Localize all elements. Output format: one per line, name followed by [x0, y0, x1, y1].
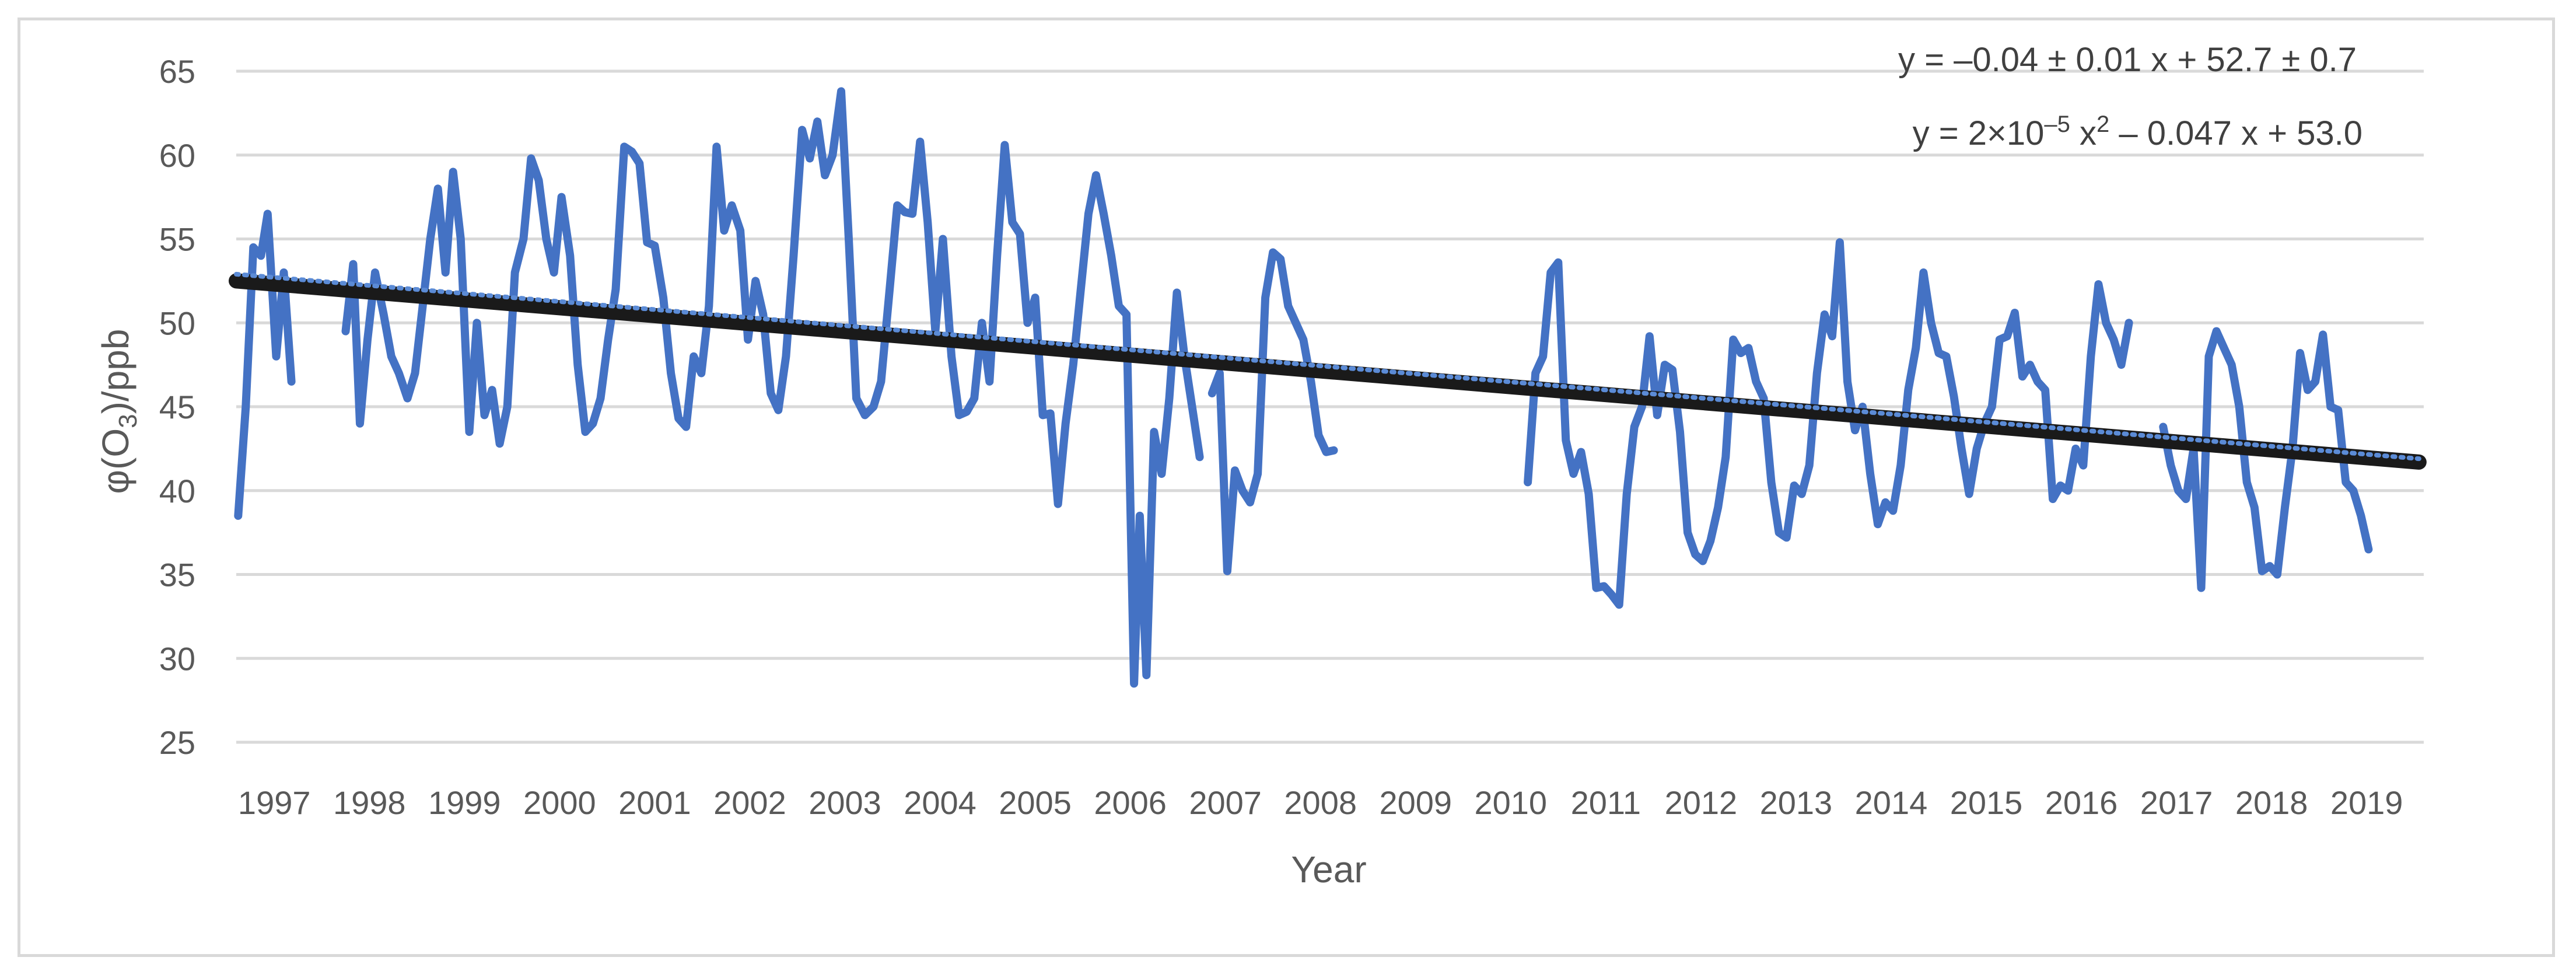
- x-tick-label: 2015: [1950, 784, 2023, 821]
- y-tick-label: 60: [159, 137, 195, 174]
- ozone-series-segment-4: [1524, 238, 2133, 609]
- x-tick-label: 2003: [808, 784, 881, 821]
- x-tick-label: 2013: [1760, 784, 1833, 821]
- series-layer: [234, 87, 2373, 688]
- trendline-layer: [229, 271, 2427, 470]
- ozone-series-segment-3: [1208, 248, 1338, 575]
- x-tick-label: 2010: [1474, 784, 1547, 821]
- y-tick-label: 65: [159, 53, 195, 90]
- x-axis-title: Year: [1291, 848, 1366, 890]
- linear-trend-equation: y = –0.04 ± 0.01 x + 52.7 ± 0.7: [1898, 41, 2357, 79]
- x-tick-label: 1999: [428, 784, 501, 821]
- ozone-series-segment-5: [2159, 327, 2373, 592]
- y-axis-title: φ(O3)/ppb: [94, 329, 142, 494]
- x-tick-label: 2007: [1189, 784, 1262, 821]
- x-tick-label: 2009: [1379, 784, 1452, 821]
- polynomial-trend-equation: y = 2×10–5 x2 – 0.047 x + 53.0: [1913, 111, 2362, 152]
- chart-frame: [18, 18, 2555, 957]
- y-tick-label: 35: [159, 557, 195, 593]
- x-tick-label: 2000: [523, 784, 596, 821]
- gridlines: [236, 69, 2424, 744]
- ozone-series-segment-2: [341, 87, 1204, 688]
- x-tick-label: 2014: [1855, 784, 1928, 821]
- y-tick-label: 50: [159, 305, 195, 341]
- y-axis-ticks: 25 30 35 40 45 50 55 60 65: [159, 53, 195, 761]
- x-tick-label: 2002: [713, 784, 786, 821]
- x-tick-label: 1997: [238, 784, 311, 821]
- x-tick-label: 2005: [999, 784, 1072, 821]
- x-tick-label: 2001: [618, 784, 691, 821]
- x-tick-label: 2004: [904, 784, 977, 821]
- y-tick-label: 55: [159, 221, 195, 258]
- x-tick-label: 1998: [333, 784, 406, 821]
- y-tick-label: 40: [159, 473, 195, 509]
- x-axis-ticks: 1997 1998 1999 2000 2001 2002 2003 2004 2005 2006…: [238, 784, 2403, 821]
- y-tick-label: 45: [159, 389, 195, 425]
- y-tick-label: 25: [159, 724, 195, 761]
- x-tick-label: 2008: [1284, 784, 1357, 821]
- x-tick-label: 2018: [2235, 784, 2308, 821]
- y-tick-label: 30: [159, 640, 195, 677]
- x-tick-label: 2011: [1571, 784, 1641, 821]
- ozone-series-segment-1: [234, 209, 296, 520]
- x-tick-label: 2016: [2045, 784, 2118, 821]
- x-tick-label: 2017: [2140, 784, 2213, 821]
- linear-trendline: [229, 273, 2427, 470]
- polynomial-trendline: [234, 271, 2421, 462]
- x-tick-label: 2012: [1665, 784, 1738, 821]
- x-tick-label: 2006: [1094, 784, 1167, 821]
- x-tick-label: 2019: [2330, 784, 2403, 821]
